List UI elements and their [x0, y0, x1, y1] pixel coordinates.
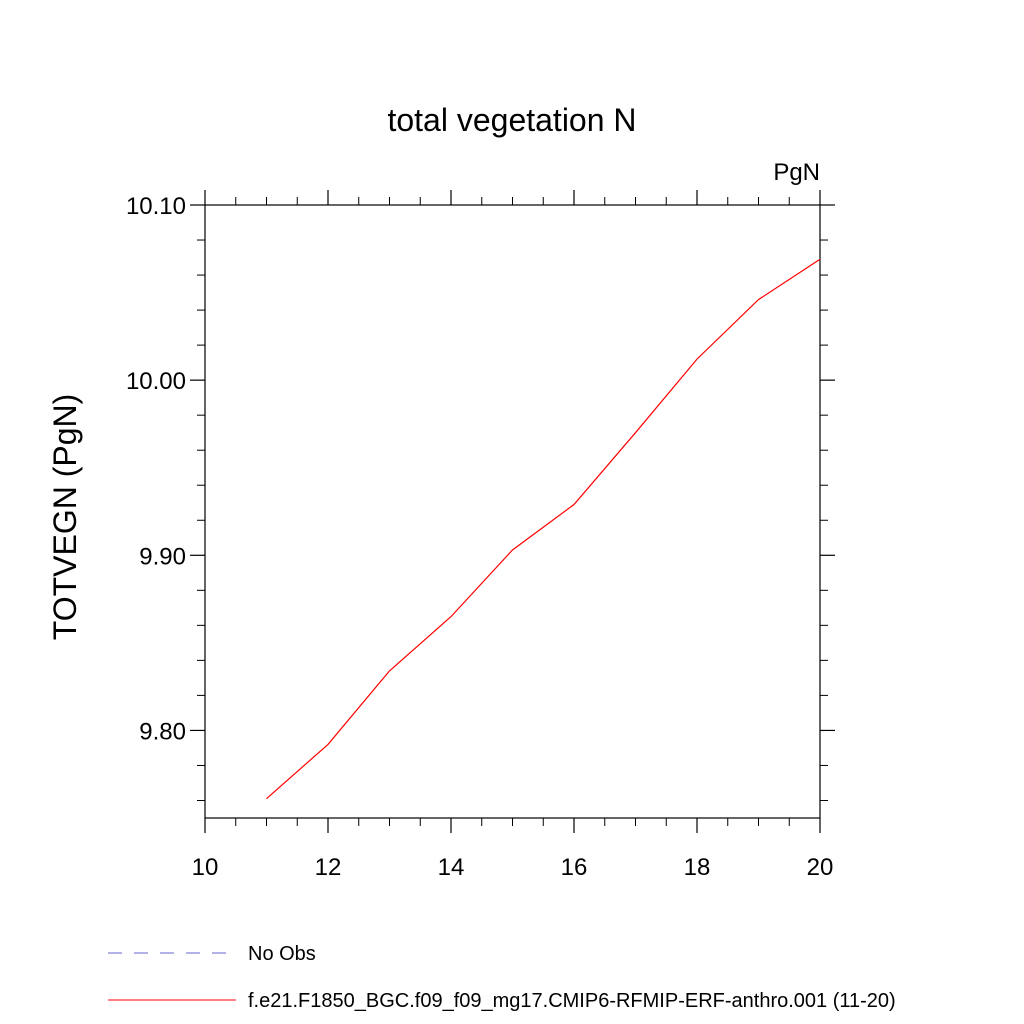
y-tick-label: 10.10 — [126, 193, 186, 220]
x-tick-label: 12 — [315, 854, 342, 881]
axis-ticks: 10 12 14 16 18 20 9.80 9.90 10.00 10.10 — [126, 190, 835, 881]
plot-frame — [204, 204, 821, 819]
x-tick-label: 10 — [192, 854, 219, 881]
x-tick-label: 14 — [438, 854, 465, 881]
y-tick-label: 9.80 — [139, 718, 186, 745]
chart-title: total vegetation N — [387, 102, 636, 138]
legend: No Obs f.e21.F1850_BGC.f09_f09_mg17.CMIP6… — [108, 943, 896, 1012]
y-axis-label: TOTVEGN (PgN) — [47, 394, 83, 641]
units-label: PgN — [773, 159, 820, 186]
legend-label: No Obs — [248, 943, 316, 965]
x-tick-label: 20 — [807, 854, 834, 881]
x-tick-label: 16 — [561, 854, 588, 881]
legend-label: f.e21.F1850_BGC.f09_f09_mg17.CMIP6-RFMIP… — [248, 990, 896, 1012]
y-tick-label: 10.00 — [126, 368, 186, 395]
y-tick-label: 9.90 — [139, 543, 186, 570]
plot-frame-rect — [204, 204, 821, 819]
series-line — [266, 258, 821, 800]
series-lines — [266, 258, 821, 800]
x-tick-label: 18 — [684, 854, 711, 881]
